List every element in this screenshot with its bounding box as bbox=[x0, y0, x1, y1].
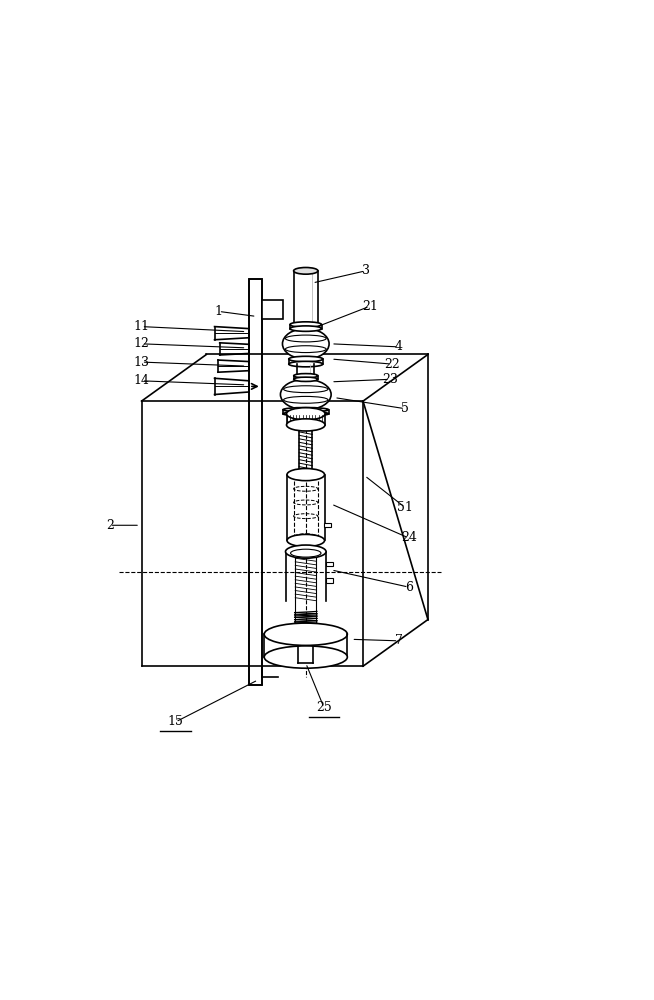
Ellipse shape bbox=[287, 534, 324, 547]
Ellipse shape bbox=[283, 408, 328, 412]
Bar bbox=[249, 279, 262, 685]
Ellipse shape bbox=[283, 412, 328, 416]
Ellipse shape bbox=[286, 408, 325, 420]
Text: 24: 24 bbox=[401, 531, 417, 544]
Ellipse shape bbox=[286, 545, 326, 558]
Text: 21: 21 bbox=[362, 300, 377, 313]
Text: 12: 12 bbox=[133, 337, 150, 350]
Bar bbox=[326, 562, 333, 566]
Text: 6: 6 bbox=[405, 581, 413, 594]
Bar bbox=[262, 300, 283, 319]
Ellipse shape bbox=[283, 329, 329, 359]
Ellipse shape bbox=[290, 322, 322, 327]
Ellipse shape bbox=[289, 361, 323, 367]
Text: 22: 22 bbox=[384, 358, 400, 371]
Text: 5: 5 bbox=[401, 402, 409, 415]
Bar bbox=[324, 523, 331, 527]
Ellipse shape bbox=[289, 356, 323, 362]
Bar bbox=[249, 279, 262, 685]
Ellipse shape bbox=[264, 623, 347, 645]
Text: 25: 25 bbox=[316, 701, 332, 714]
Ellipse shape bbox=[294, 377, 318, 381]
Text: 4: 4 bbox=[394, 340, 402, 353]
Bar bbox=[326, 578, 333, 583]
Ellipse shape bbox=[286, 419, 325, 431]
Ellipse shape bbox=[281, 379, 331, 410]
Text: 11: 11 bbox=[133, 320, 150, 333]
Ellipse shape bbox=[294, 374, 318, 378]
Ellipse shape bbox=[287, 469, 324, 481]
Ellipse shape bbox=[290, 326, 322, 331]
Text: 23: 23 bbox=[382, 373, 398, 386]
Ellipse shape bbox=[264, 646, 347, 668]
Text: 13: 13 bbox=[133, 356, 150, 369]
Text: 1: 1 bbox=[215, 305, 222, 318]
Ellipse shape bbox=[294, 267, 318, 274]
Text: 2: 2 bbox=[106, 519, 114, 532]
Text: 3: 3 bbox=[362, 264, 370, 277]
Text: 51: 51 bbox=[397, 501, 413, 514]
Text: 15: 15 bbox=[167, 715, 184, 728]
Text: 7: 7 bbox=[394, 634, 402, 647]
Text: 14: 14 bbox=[133, 374, 150, 387]
